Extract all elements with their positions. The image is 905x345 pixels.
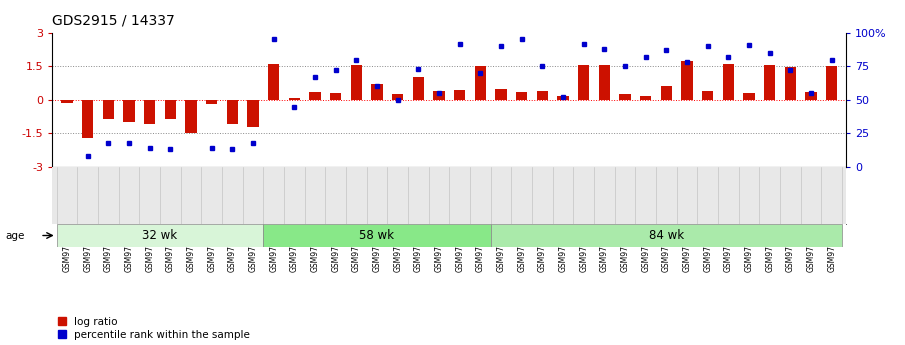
- Bar: [433, 91, 444, 100]
- Bar: [640, 97, 652, 100]
- Text: 58 wk: 58 wk: [359, 229, 395, 242]
- Bar: [764, 65, 776, 100]
- Bar: [268, 64, 280, 100]
- Bar: [785, 67, 796, 100]
- Bar: [474, 66, 486, 100]
- Bar: [263, 224, 491, 247]
- Bar: [310, 92, 320, 100]
- Bar: [165, 100, 176, 119]
- Bar: [826, 66, 837, 100]
- Bar: [681, 61, 692, 100]
- Bar: [350, 65, 362, 100]
- Bar: [413, 78, 424, 100]
- Bar: [805, 92, 816, 100]
- Bar: [226, 100, 238, 125]
- Bar: [495, 89, 507, 100]
- Bar: [102, 100, 114, 119]
- Bar: [491, 224, 842, 247]
- Bar: [723, 64, 734, 100]
- Bar: [743, 93, 755, 100]
- Bar: [289, 98, 300, 100]
- Bar: [661, 86, 672, 100]
- Bar: [82, 100, 93, 138]
- Bar: [599, 65, 610, 100]
- Bar: [371, 84, 383, 100]
- Bar: [247, 100, 259, 127]
- Bar: [186, 100, 196, 133]
- Bar: [206, 100, 217, 104]
- Bar: [454, 90, 465, 100]
- Bar: [123, 100, 135, 122]
- Bar: [57, 224, 263, 247]
- Bar: [330, 93, 341, 100]
- Text: age: age: [5, 230, 24, 240]
- Text: 84 wk: 84 wk: [649, 229, 684, 242]
- Bar: [392, 94, 404, 100]
- Bar: [62, 100, 72, 102]
- Text: GDS2915 / 14337: GDS2915 / 14337: [52, 14, 176, 28]
- Legend: log ratio, percentile rank within the sample: log ratio, percentile rank within the sa…: [58, 317, 251, 340]
- Bar: [144, 100, 156, 125]
- Bar: [578, 65, 589, 100]
- Text: 32 wk: 32 wk: [142, 229, 177, 242]
- Bar: [516, 92, 528, 100]
- Bar: [702, 91, 713, 100]
- Bar: [557, 97, 568, 100]
- Bar: [619, 94, 631, 100]
- Bar: [537, 91, 548, 100]
